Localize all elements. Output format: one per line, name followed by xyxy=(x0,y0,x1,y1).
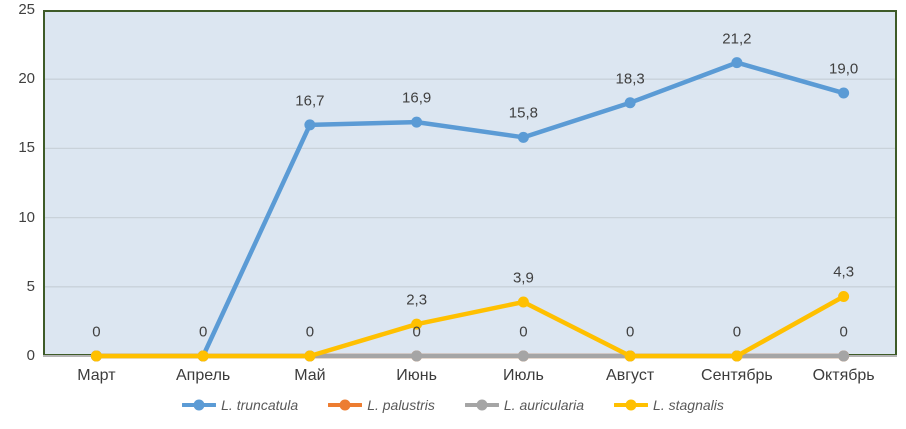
legend-label: L. stagnalis xyxy=(653,397,724,413)
data-label: 0 xyxy=(839,323,848,341)
x-tick-label: Сентябрь xyxy=(701,367,773,384)
legend-item: L. stagnalis xyxy=(614,397,724,413)
data-label: 21,2 xyxy=(722,30,752,48)
data-label: 19,0 xyxy=(829,60,859,78)
legend-item: L. truncatula xyxy=(182,397,298,413)
data-label: 0 xyxy=(519,323,528,341)
x-tick-label: Май xyxy=(294,367,326,384)
data-label: 0 xyxy=(92,323,101,341)
data-label: 4,3 xyxy=(833,263,855,281)
data-label: 0 xyxy=(198,323,208,341)
x-tick-label: Октябрь xyxy=(812,367,875,384)
y-tick-label: 20 xyxy=(18,70,35,88)
legend-marker-icon xyxy=(328,399,363,411)
plot-area xyxy=(43,10,897,356)
y-tick-label: 10 xyxy=(18,208,35,226)
data-label: 0 xyxy=(305,323,315,341)
legend-marker-icon xyxy=(614,399,649,411)
legend-label: L. palustris xyxy=(367,397,435,413)
x-tick-label: Июль xyxy=(502,367,544,384)
legend-item: L. palustris xyxy=(328,397,435,413)
data-label: 0 xyxy=(625,323,635,341)
legend: L. truncatula L. palustris L. auricularia L… xyxy=(0,397,906,413)
y-tick-label: 5 xyxy=(26,277,35,295)
legend-label: L. truncatula xyxy=(221,397,299,413)
data-label: 15,8 xyxy=(508,104,538,122)
data-label: 3,9 xyxy=(512,269,534,287)
legend-marker-icon xyxy=(182,399,217,411)
legend-item: L. auricularia xyxy=(464,397,585,413)
data-label: 16,7 xyxy=(295,92,325,110)
x-tick-label: Июнь xyxy=(396,367,437,384)
y-tick-label: 15 xyxy=(18,139,35,157)
data-label: 16,9 xyxy=(402,89,432,107)
x-tick-label: Март xyxy=(77,367,116,384)
legend-marker-icon xyxy=(464,399,499,411)
data-label: 18,3 xyxy=(615,70,645,88)
data-label: 0 xyxy=(412,323,421,341)
legend-label: L. auricularia xyxy=(503,397,585,413)
y-tick-label: 25 xyxy=(18,1,35,18)
data-label: 2,3 xyxy=(406,291,428,309)
data-label: 0 xyxy=(732,323,742,341)
x-tick-label: Апрель xyxy=(175,367,231,384)
x-tick-label: Август xyxy=(606,367,655,384)
y-tick-label: 0 xyxy=(26,347,35,364)
